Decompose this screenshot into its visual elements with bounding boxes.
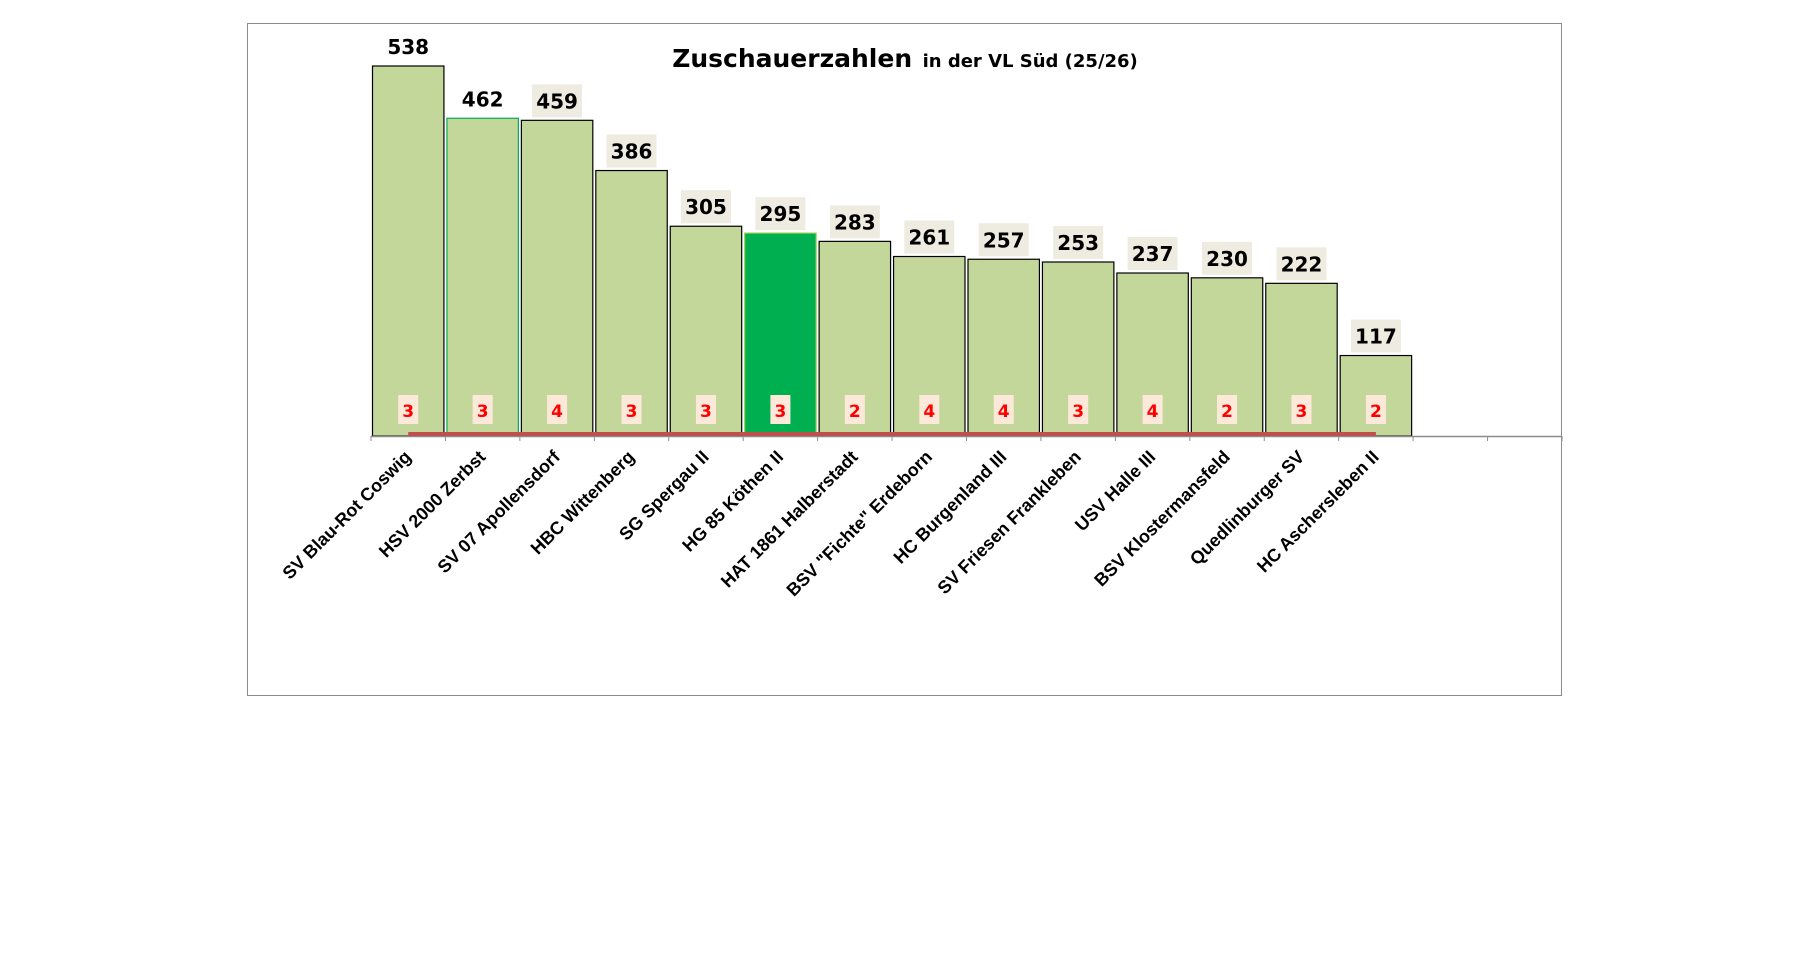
- value-label-box: [1053, 226, 1104, 260]
- count-label-box: [770, 395, 791, 424]
- count-label: 4: [998, 402, 1010, 422]
- value-label: 459: [536, 89, 578, 113]
- bar: [520, 119, 594, 437]
- value-label-box: [978, 223, 1029, 257]
- count-label-box: [919, 395, 940, 424]
- count-label-box: [621, 395, 642, 424]
- count-label-box: [1291, 395, 1312, 424]
- count-label-box: [398, 395, 419, 424]
- value-label: 257: [983, 228, 1025, 252]
- count-label-box: [1217, 395, 1238, 424]
- chart-title: Zuschauerzahlen in der VL Süd (25/26): [672, 44, 1138, 73]
- value-label-box: [755, 197, 806, 231]
- value-label-box: [1127, 237, 1178, 271]
- value-label-box: [1276, 247, 1327, 281]
- count-label: 3: [1072, 402, 1084, 422]
- count-label-box: [1068, 395, 1089, 424]
- count-label-box: [695, 395, 716, 424]
- count-label-box: [547, 395, 568, 424]
- count-label-box: [472, 395, 493, 424]
- count-label: 4: [551, 402, 563, 422]
- value-label: 386: [611, 140, 653, 164]
- count-label-box: [1142, 395, 1163, 424]
- value-label-box: [606, 134, 657, 168]
- value-label-box: [904, 220, 955, 254]
- value-label-box: [532, 84, 583, 118]
- count-label: 2: [1221, 402, 1233, 422]
- value-label: 117: [1355, 325, 1397, 349]
- count-label: 3: [700, 402, 712, 422]
- value-label-box: [1350, 319, 1401, 353]
- count-label: 2: [849, 402, 861, 422]
- count-label: 3: [402, 402, 414, 422]
- count-label: 3: [626, 402, 638, 422]
- count-label: 3: [477, 402, 489, 422]
- value-label: 222: [1281, 252, 1323, 276]
- count-label-box: [844, 395, 865, 424]
- value-label-box: [829, 205, 880, 239]
- count-label: 3: [774, 402, 786, 422]
- value-label: 283: [834, 210, 876, 234]
- bar: [446, 117, 519, 437]
- chart-title-main: Zuschauerzahlen: [672, 44, 912, 73]
- value-label-box: [1202, 241, 1253, 275]
- value-label: 462: [462, 87, 504, 111]
- count-label: 4: [1147, 402, 1159, 422]
- x-axis: [370, 435, 1563, 441]
- bar: [371, 65, 445, 437]
- value-label: 230: [1206, 247, 1248, 271]
- value-label: 538: [387, 35, 429, 59]
- bars-group: [371, 65, 1413, 437]
- chart-subtitle: in der VL Süd (25/26): [923, 51, 1138, 72]
- count-label-box: [993, 395, 1014, 424]
- count-label: 3: [1296, 402, 1308, 422]
- count-label: 4: [923, 402, 935, 422]
- count-label-box: [1365, 395, 1386, 424]
- value-label-box: [680, 190, 731, 224]
- count-label: 2: [1370, 402, 1382, 422]
- value-label: 305: [685, 195, 727, 219]
- value-label: 253: [1057, 231, 1099, 255]
- value-label: 237: [1132, 242, 1174, 266]
- value-label: 261: [908, 226, 950, 250]
- value-label: 295: [760, 202, 802, 226]
